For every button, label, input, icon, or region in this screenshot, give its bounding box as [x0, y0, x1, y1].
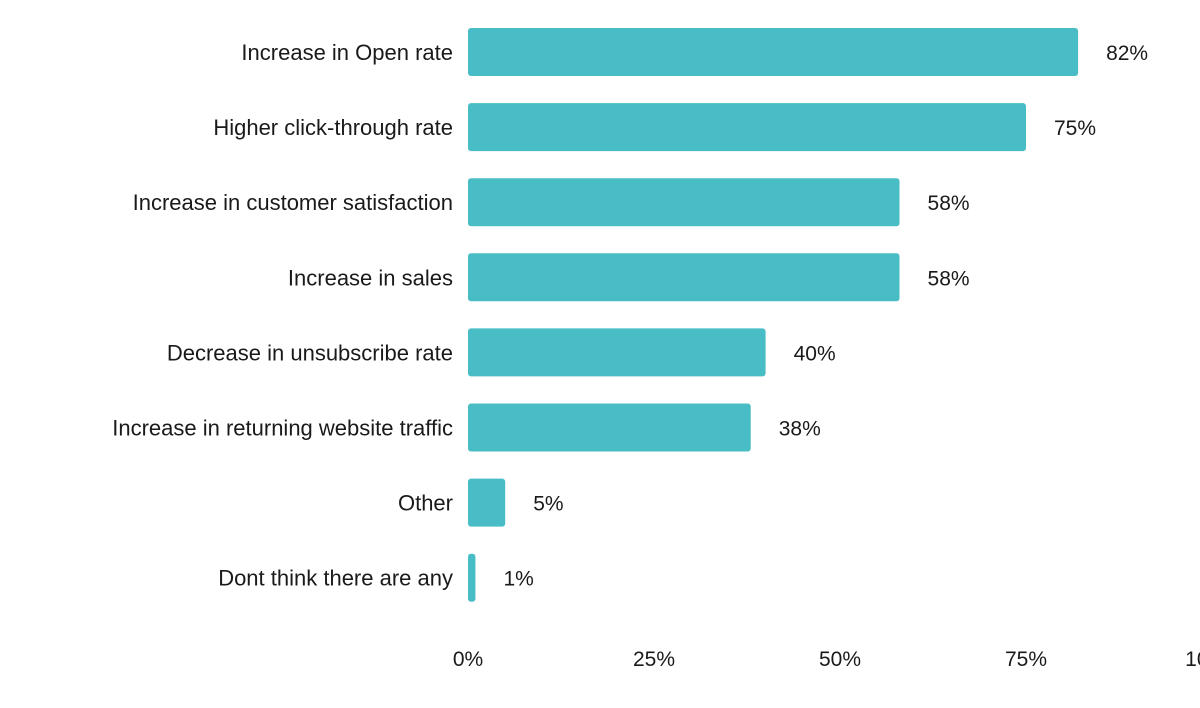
bars-group: Increase in Open rate 82% Higher click-thr… — [112, 28, 1148, 602]
bar — [468, 178, 900, 227]
x-axis-ticks: 0% 25% 50% 75% 100% — [453, 648, 1200, 671]
bar — [468, 478, 506, 527]
category-label: Higher click-through rate — [213, 115, 453, 140]
x-tick-label: 50% — [819, 648, 861, 671]
category-label: Dont think there are any — [218, 566, 453, 591]
value-label: 75% — [1054, 117, 1096, 140]
x-tick-label: 0% — [453, 648, 483, 671]
category-label: Increase in customer satisfaction — [133, 190, 453, 215]
value-label: 82% — [1106, 42, 1148, 65]
bar — [468, 103, 1026, 152]
category-label: Increase in Open rate — [241, 40, 453, 65]
value-label: 58% — [928, 192, 970, 215]
x-tick-label: 25% — [633, 648, 675, 671]
bar — [468, 403, 751, 452]
bar — [468, 28, 1079, 76]
category-label: Decrease in unsubscribe rate — [167, 340, 453, 365]
x-tick-label: 100% — [1185, 648, 1200, 671]
bar — [468, 553, 476, 602]
value-label: 1% — [503, 568, 533, 591]
value-label: 5% — [533, 493, 563, 516]
category-label: Other — [398, 491, 453, 516]
bar — [468, 328, 766, 377]
category-label: Increase in sales — [288, 265, 453, 290]
value-label: 38% — [779, 418, 821, 441]
x-tick-label: 75% — [1005, 648, 1047, 671]
value-label: 58% — [928, 267, 970, 290]
category-label: Increase in returning website traffic — [112, 416, 453, 441]
bar — [468, 253, 900, 302]
value-label: 40% — [794, 342, 836, 365]
